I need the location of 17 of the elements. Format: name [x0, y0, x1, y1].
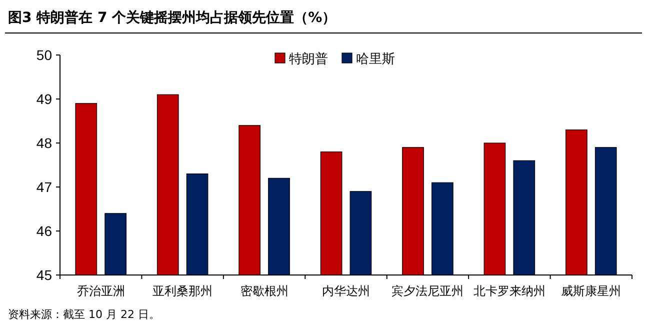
x-tick-label: 内华达州 — [322, 284, 370, 298]
x-tick-label: 乔治亚洲 — [76, 284, 125, 298]
x-tick-label: 威斯康星州 — [561, 284, 622, 298]
y-tick-label: 50 — [36, 47, 52, 63]
x-tick-label: 密歇根州 — [240, 284, 288, 298]
y-tick-label: 45 — [36, 267, 52, 283]
y-tick-label: 49 — [36, 91, 52, 107]
x-tick-label: 亚利桑那州 — [152, 284, 213, 298]
y-tick-label: 47 — [36, 179, 52, 195]
y-tick-label: 46 — [36, 223, 52, 239]
legend-label: 哈里斯 — [356, 52, 395, 67]
y-tick-label: 48 — [36, 135, 52, 151]
legend-label: 特朗普 — [289, 51, 328, 67]
title: 图3 特朗普在 7 个关键摇摆州均占据领先位置（%） — [8, 10, 336, 26]
text: 资料来源：截至 10 月 22 日。 — [8, 308, 160, 321]
x-tick-label: 北卡罗来纳州 — [473, 284, 546, 298]
x-tick-label: 宾夕法尼亚州 — [392, 284, 464, 298]
